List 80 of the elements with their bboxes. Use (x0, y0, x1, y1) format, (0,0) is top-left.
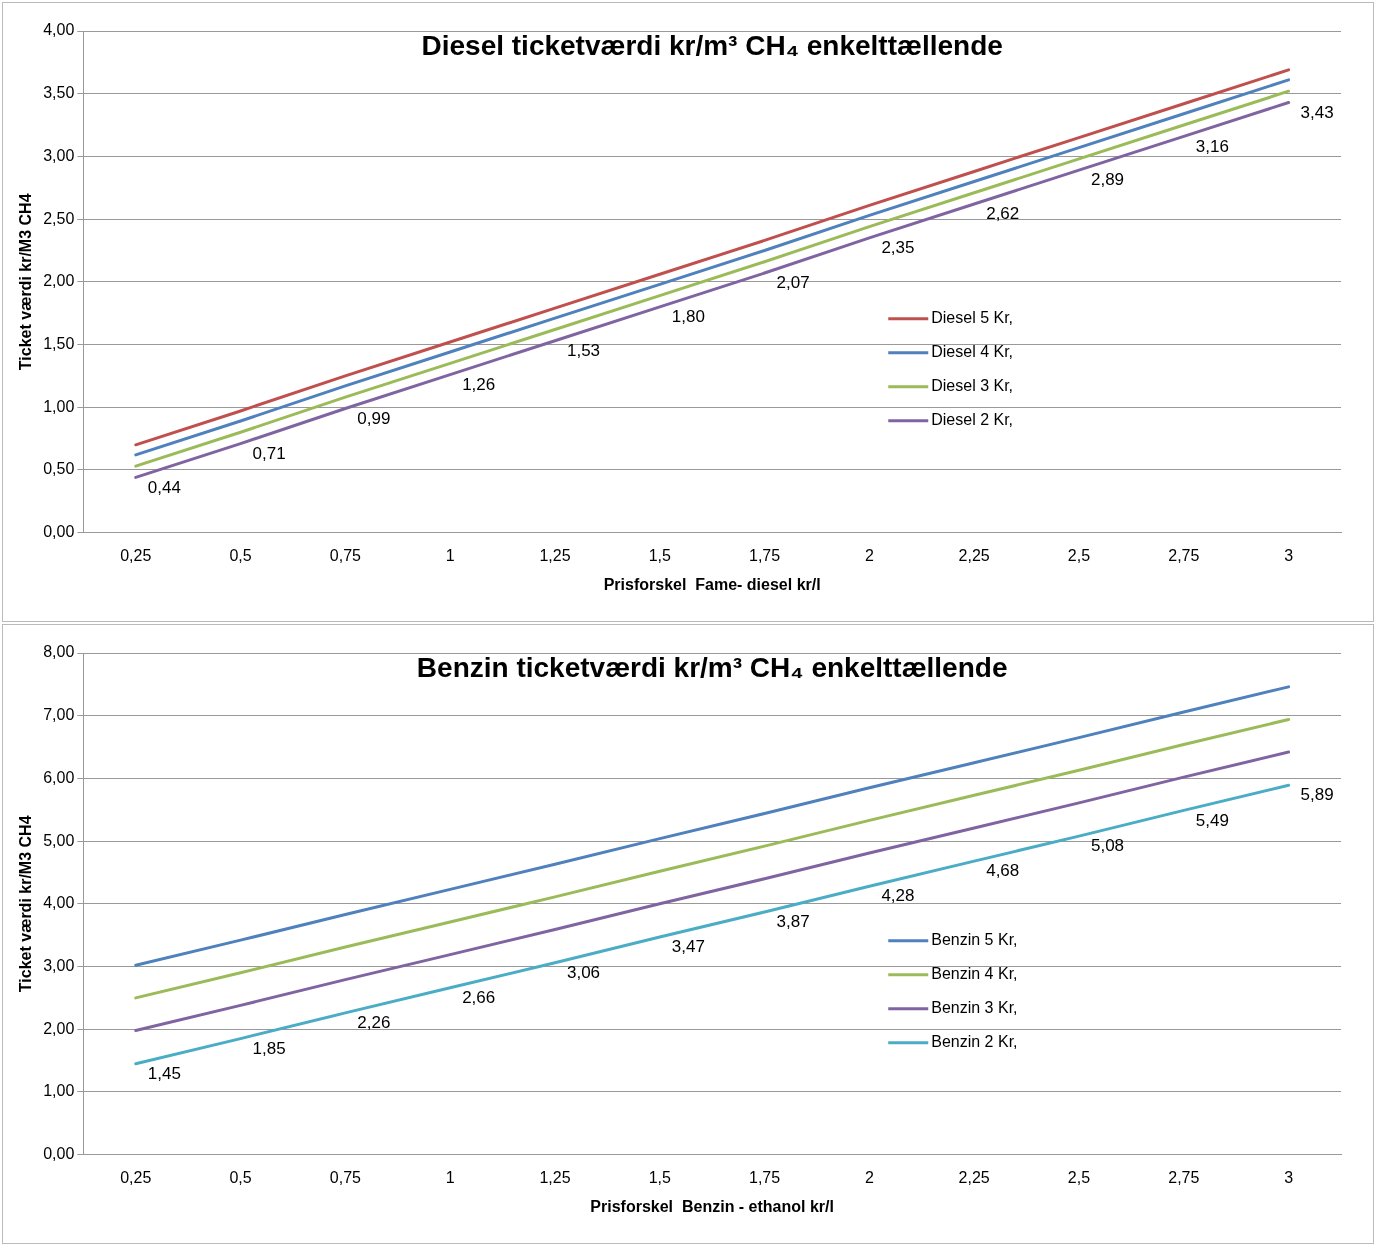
data-label: 3,43 (1300, 102, 1334, 122)
x-tick-label: 1,25 (539, 546, 571, 564)
x-tick-label: 2,75 (1168, 1168, 1200, 1186)
data-label: 2,89 (1090, 170, 1125, 190)
data-label: 2,07 (776, 273, 810, 293)
y-tick-label: 2,00 (43, 1019, 75, 1037)
x-tick-label: 2,25 (958, 1168, 990, 1186)
data-label: 4,68 (986, 861, 1020, 881)
data-label: 2,26 (357, 1013, 391, 1033)
y-tick-label: 6,00 (43, 768, 75, 786)
x-tick-label: 2 (864, 1168, 874, 1186)
data-label: 1,80 (671, 307, 705, 327)
x-tick-label: 2,5 (1067, 546, 1091, 564)
data-label: 2,62 (986, 204, 1020, 224)
x-tick-label: 2,25 (958, 546, 990, 564)
y-tick-label: 2,50 (43, 209, 75, 227)
y-axis-title: Ticket værdi kr/M3 CH4 (17, 815, 35, 993)
y-tick-label: 7,00 (43, 706, 75, 724)
x-axis-title: Prisforskel Benzin - ethanol kr/l (590, 1197, 834, 1215)
y-tick-label: 4,00 (43, 894, 75, 912)
x-tick-label: 1,75 (749, 1168, 781, 1186)
x-tick-label: 2,5 (1067, 1168, 1091, 1186)
y-tick-label: 0,00 (43, 523, 75, 541)
x-tick-label: 2 (864, 546, 874, 564)
x-tick-label: 1,5 (648, 1168, 671, 1186)
x-tick-label: 0,25 (120, 546, 152, 564)
legend-label: Benzin 2 Kr, (931, 1033, 1018, 1051)
data-label: 1,53 (566, 340, 601, 360)
data-label: 1,45 (147, 1063, 181, 1083)
x-tick-label: 0,5 (229, 546, 252, 564)
x-tick-label: 0,5 (229, 1168, 252, 1186)
x-tick-label: 1,25 (539, 1168, 571, 1186)
y-tick-label: 3,00 (43, 146, 75, 164)
data-label: 1,26 (462, 374, 496, 394)
chart-title: Diesel ticketværdi kr/m³ CH₄ enkelttællende (421, 29, 1003, 61)
legend-label: Benzin 3 Kr, (931, 999, 1018, 1017)
x-tick-label: 3 (1284, 1168, 1294, 1186)
data-label: 3,87 (776, 912, 810, 932)
y-tick-label: 1,00 (43, 1082, 75, 1100)
y-tick-label: 3,00 (43, 956, 75, 974)
data-label: 0,99 (357, 408, 391, 428)
legend-label: Diesel 4 Kr, (931, 343, 1014, 361)
legend-label: Diesel 5 Kr, (931, 309, 1014, 327)
x-tick-label: 0,75 (329, 1168, 362, 1186)
data-label: 5,89 (1300, 785, 1334, 805)
chart-title: Benzin ticketværdi kr/m³ CH₄ enkelttællende (416, 651, 1008, 683)
y-tick-label: 4,00 (43, 21, 75, 39)
x-tick-label: 1,5 (648, 546, 671, 564)
data-label: 5,49 (1195, 810, 1229, 830)
data-label: 2,66 (462, 988, 496, 1008)
x-tick-label: 2,75 (1168, 546, 1200, 564)
x-tick-label: 3 (1284, 546, 1294, 564)
data-label: 2,35 (881, 238, 915, 258)
y-tick-label: 0,00 (43, 1145, 75, 1163)
y-tick-label: 3,50 (43, 84, 75, 102)
data-label: 4,28 (881, 886, 915, 906)
data-label: 0,71 (252, 443, 286, 463)
data-label: 1,85 (252, 1038, 286, 1058)
legend-label: Diesel 2 Kr, (931, 411, 1014, 429)
legend-label: Benzin 5 Kr, (931, 931, 1018, 949)
y-tick-label: 1,50 (43, 334, 75, 352)
y-tick-label: 1,00 (43, 397, 75, 415)
y-tick-label: 5,00 (43, 831, 75, 849)
data-label: 0,44 (147, 477, 181, 497)
x-tick-label: 1 (445, 546, 455, 564)
x-tick-label: 1 (445, 1168, 455, 1186)
data-label: 3,06 (566, 962, 601, 982)
legend-label: Diesel 3 Kr, (931, 377, 1014, 395)
data-label: 3,47 (671, 937, 705, 957)
legend-label: Benzin 4 Kr, (931, 965, 1018, 983)
x-tick-label: 1,75 (749, 546, 781, 564)
y-tick-label: 0,50 (43, 460, 75, 478)
data-label: 5,08 (1090, 836, 1125, 856)
x-tick-label: 0,75 (329, 546, 362, 564)
y-tick-label: 8,00 (43, 643, 75, 661)
data-label: 3,16 (1195, 136, 1229, 156)
x-axis-title: Prisforskel Fame- diesel kr/l (603, 575, 821, 593)
y-axis-title: Ticket værdi kr/M3 CH4 (17, 193, 35, 371)
y-tick-label: 2,00 (43, 272, 75, 290)
x-tick-label: 0,25 (120, 1168, 152, 1186)
